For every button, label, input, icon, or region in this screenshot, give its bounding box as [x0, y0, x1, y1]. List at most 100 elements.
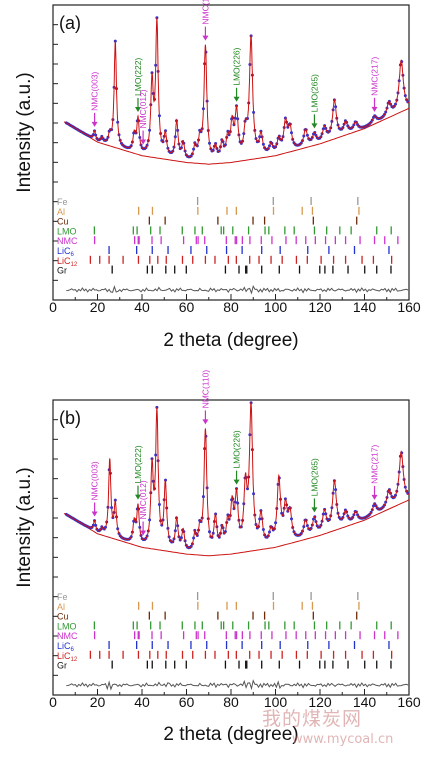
- reflection-row: LiC12: [57, 650, 393, 663]
- background-curve: [63, 499, 410, 557]
- reflection-row: Al: [57, 601, 360, 612]
- x-tick-label: 60: [179, 299, 195, 315]
- peak-annotation: NMC(217): [370, 57, 380, 112]
- x-tick-label: 120: [308, 299, 332, 315]
- annotation-arrowhead: [311, 507, 318, 513]
- annotation-label: NMC(217): [370, 445, 380, 484]
- reflection-row: LiC12: [57, 256, 393, 268]
- calculated-curve: [66, 17, 410, 158]
- x-tick-label: 0: [49, 694, 57, 710]
- x-tick-label: 20: [90, 299, 106, 315]
- reflection-row: Fe: [57, 592, 359, 602]
- reflection-label: LiC6: [57, 641, 75, 653]
- panel-label: (a): [59, 13, 81, 33]
- x-axis-label: 2 theta (degree): [163, 724, 298, 745]
- annotation-arrowhead: [202, 35, 209, 41]
- annotation-arrowhead: [91, 511, 98, 517]
- peak-annotation: NMC(012): [138, 480, 148, 536]
- annotation-label: LMO(222): [133, 445, 143, 483]
- annotation-arrowhead: [233, 479, 240, 485]
- annotation-label: LMO(265): [309, 458, 319, 496]
- annotation-label: NMC(012): [138, 89, 148, 128]
- peak-annotation: NMC(110): [200, 0, 210, 41]
- annotation-label: NMC(110): [200, 0, 210, 25]
- annotation-arrowhead: [91, 121, 98, 127]
- reflection-label: LiC6: [57, 246, 75, 258]
- x-tick-label: 100: [264, 694, 288, 710]
- x-tick-label: 40: [134, 694, 150, 710]
- x-tick-label: 20: [90, 694, 106, 710]
- reflection-row: NMC: [57, 236, 399, 246]
- x-tick-label: 0: [49, 299, 57, 315]
- annotation-arrowhead: [134, 106, 141, 112]
- reflection-label: Cu: [57, 217, 69, 227]
- x-tick-label: 160: [397, 299, 421, 315]
- reflection-label: NMC: [57, 631, 78, 641]
- annotation-label: NMC(003): [90, 461, 100, 500]
- reflection-row: LMO: [57, 621, 392, 631]
- y-axis-label: Intensity (a.u.): [14, 72, 35, 192]
- annotation-arrowhead: [140, 139, 147, 145]
- y-axis-label: Intensity (a.u.): [14, 467, 35, 587]
- x-tick-label: 160: [397, 694, 421, 710]
- peak-annotation: LMO(222): [133, 445, 143, 500]
- annotation-arrowhead: [371, 494, 378, 500]
- watermark-url: www.mycoal.cn: [292, 732, 394, 747]
- x-tick-label: 140: [353, 694, 377, 710]
- reflection-row: LMO: [57, 226, 392, 236]
- annotation-arrowhead: [140, 530, 147, 536]
- reflection-label: LiC12: [57, 651, 78, 663]
- annotation-arrowhead: [134, 494, 141, 500]
- reflection-row: LiC6: [57, 246, 390, 258]
- x-tick-label: 100: [264, 299, 288, 315]
- peak-annotation: LMO(226): [232, 430, 242, 485]
- reflection-label: Fe: [57, 197, 68, 207]
- panel-label: (b): [59, 408, 81, 428]
- annotation-label: NMC(012): [138, 480, 148, 519]
- peak-annotation: NMC(110): [200, 370, 210, 425]
- watermark-brand: 我的煤炭网: [262, 708, 363, 730]
- peak-annotation: LMO(265): [309, 458, 319, 513]
- x-tick-label: 80: [223, 694, 239, 710]
- peak-annotation: LMO(226): [232, 47, 242, 102]
- reflection-row: Cu: [57, 611, 358, 622]
- reflection-row: Fe: [57, 197, 359, 207]
- difference-curve: [66, 284, 409, 295]
- x-tick-label: 120: [308, 694, 332, 710]
- reflection-label: Cu: [57, 612, 69, 622]
- x-tick-label: 60: [179, 694, 195, 710]
- peak-annotation: LMO(265): [309, 74, 319, 129]
- peak-annotation: NMC(003): [90, 461, 100, 517]
- annotation-label: LMO(226): [232, 430, 242, 468]
- x-tick-label: 40: [134, 299, 150, 315]
- annotation-arrowhead: [233, 96, 240, 102]
- reflection-label: Fe: [57, 592, 68, 602]
- chart-panel-b: 0 20 40 60 80 100 120 140 160 2 theta (degree) Int…: [14, 370, 421, 745]
- reflection-label: Al: [57, 602, 65, 612]
- x-tick-label: 140: [353, 299, 377, 315]
- reflection-label: LMO: [57, 226, 77, 236]
- reflection-label: LiC12: [57, 256, 78, 268]
- reflection-label: Gr: [57, 266, 67, 276]
- reflection-row: Gr: [57, 660, 392, 671]
- reflection-label: NMC: [57, 236, 78, 246]
- annotation-label: NMC(003): [90, 72, 100, 111]
- reflection-label: Gr: [57, 661, 67, 671]
- reflection-row: LiC6: [57, 641, 390, 653]
- annotation-arrowhead: [202, 419, 209, 425]
- annotation-arrowhead: [371, 106, 378, 112]
- reflection-row: NMC: [57, 631, 399, 641]
- peak-annotation: NMC(217): [370, 445, 380, 500]
- calculated-curve: [66, 402, 410, 549]
- annotation-label: NMC(110): [200, 370, 210, 409]
- annotation-arrowhead: [311, 123, 318, 129]
- reflection-label: LMO: [57, 621, 77, 631]
- difference-curve: [66, 679, 409, 691]
- peak-annotation: NMC(003): [90, 72, 100, 127]
- reflection-row: Gr: [57, 265, 392, 276]
- peak-annotation: LMO(222): [133, 58, 143, 112]
- annotation-label: LMO(222): [133, 58, 143, 96]
- x-tick-label: 80: [223, 299, 239, 315]
- reflection-row: Cu: [57, 216, 358, 227]
